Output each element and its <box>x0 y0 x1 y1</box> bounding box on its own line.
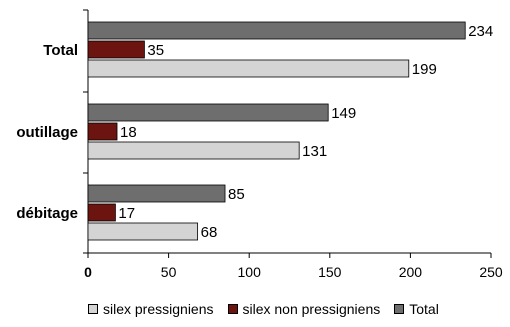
x-tick-label: 100 <box>238 264 262 280</box>
x-tick-label: 50 <box>161 264 177 280</box>
chart-data-labels: 234 35 199 149 18 131 85 17 68 <box>118 23 493 241</box>
legend-label-silex-pressigniens: silex pressigniens <box>103 301 214 317</box>
bar-chart: 234 35 199 149 18 131 85 17 68 Total outillage déb… <box>16 9 503 280</box>
bar-silex-pressigniens-outillage <box>87 141 300 160</box>
legend-item-total: Total <box>394 301 439 317</box>
legend-swatch-total <box>394 304 405 314</box>
chart-x-ticks: 0 50 100 150 200 250 <box>84 253 503 280</box>
bar-silex-non-pressigniens-outillage <box>87 122 118 141</box>
chart-category-labels: Total outillage débitage <box>16 42 78 222</box>
bar-silex-non-pressigniens-debitage <box>87 203 116 222</box>
data-label-total-debitage: 85 <box>228 186 245 203</box>
data-label-silex-pressigniens-debitage: 68 <box>201 224 218 241</box>
bar-silex-non-pressigniens-total <box>87 40 145 59</box>
chart-bars <box>87 21 466 241</box>
category-label-total: Total <box>43 42 78 59</box>
legend-item-silex-non-pressigniens: silex non pressigniens <box>227 301 381 317</box>
x-tick-label: 250 <box>479 264 503 280</box>
bar-silex-pressigniens-total <box>87 59 410 78</box>
data-label-total-total: 234 <box>468 23 493 40</box>
data-label-silex-non-pressigniens-debitage: 17 <box>118 205 135 222</box>
chart-legend: silex pressigniens silex non pressigniens… <box>88 298 439 320</box>
legend-item-silex-pressigniens: silex pressigniens <box>88 301 214 317</box>
bar-total-outillage <box>87 103 329 122</box>
x-tick-label: 0 <box>84 264 92 280</box>
legend-swatch-silex-pressigniens <box>88 304 98 314</box>
bar-total-total <box>87 21 466 40</box>
category-label-outillage: outillage <box>16 124 78 141</box>
data-label-total-outillage: 149 <box>331 105 356 122</box>
data-label-silex-non-pressigniens-total: 35 <box>147 42 164 59</box>
data-label-silex-pressigniens-outillage: 131 <box>302 143 327 160</box>
x-tick-label: 200 <box>399 264 423 280</box>
bar-total-debitage <box>87 184 226 203</box>
bar-silex-pressigniens-debitage <box>87 222 199 241</box>
data-label-silex-non-pressigniens-outillage: 18 <box>120 124 137 141</box>
data-label-silex-pressigniens-total: 199 <box>412 61 437 78</box>
x-tick-label: 150 <box>318 264 342 280</box>
legend-label-silex-non-pressigniens: silex non pressigniens <box>242 301 381 317</box>
legend-swatch-silex-non-pressigniens <box>227 304 238 314</box>
legend-label-total: Total <box>409 301 439 317</box>
category-label-debitage: débitage <box>16 205 78 222</box>
